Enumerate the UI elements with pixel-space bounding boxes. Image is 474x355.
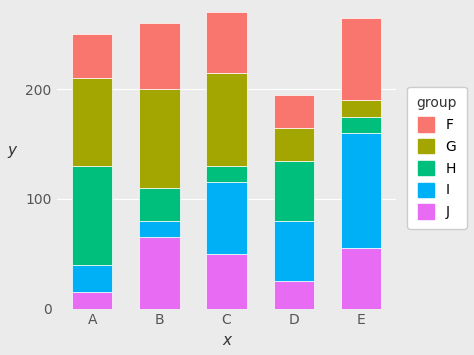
- Bar: [206, 166, 246, 182]
- Bar: [72, 265, 112, 292]
- Bar: [273, 127, 314, 160]
- Bar: [273, 281, 314, 308]
- Bar: [72, 292, 112, 308]
- Bar: [139, 188, 180, 221]
- Bar: [72, 34, 112, 78]
- Bar: [139, 89, 180, 188]
- Bar: [341, 100, 381, 117]
- Bar: [206, 12, 246, 73]
- Bar: [72, 166, 112, 265]
- Legend: F, G, H, I, J: F, G, H, I, J: [407, 87, 467, 229]
- Bar: [206, 73, 246, 166]
- Y-axis label: y: y: [7, 143, 16, 158]
- Bar: [273, 221, 314, 281]
- Bar: [72, 78, 112, 166]
- Bar: [341, 117, 381, 133]
- Bar: [139, 23, 180, 89]
- Bar: [341, 18, 381, 100]
- Bar: [206, 182, 246, 254]
- Bar: [341, 248, 381, 308]
- Bar: [139, 221, 180, 237]
- Bar: [139, 237, 180, 308]
- Bar: [273, 160, 314, 221]
- Bar: [206, 254, 246, 308]
- X-axis label: x: x: [222, 333, 231, 348]
- Bar: [341, 133, 381, 248]
- Bar: [273, 95, 314, 127]
